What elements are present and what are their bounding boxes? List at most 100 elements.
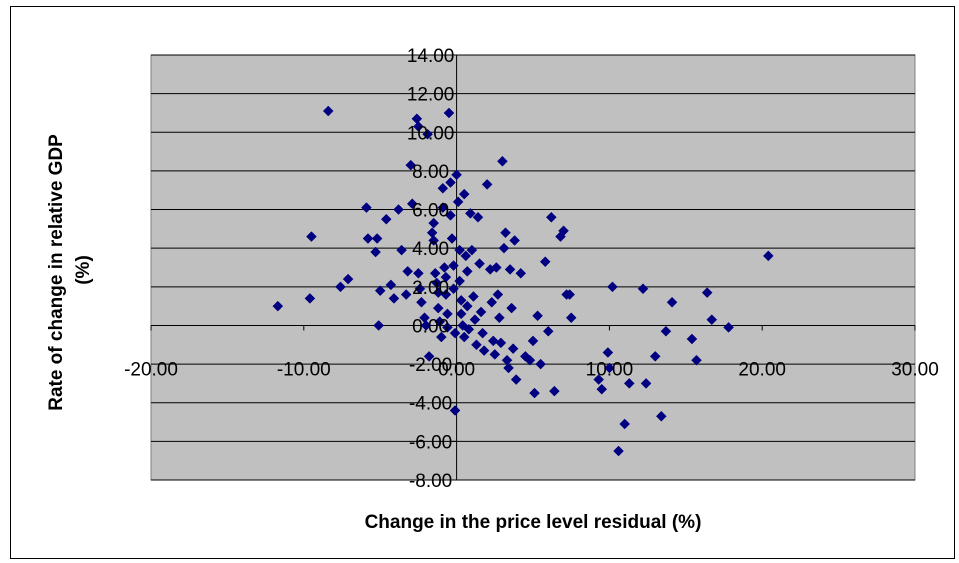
- x-tick-label: 30.00: [891, 359, 939, 380]
- data-point: [486, 296, 498, 308]
- data-point: [532, 310, 543, 322]
- gridlines: [151, 54, 915, 481]
- data-point: [507, 343, 519, 354]
- y-tick-label: -6.00: [409, 432, 452, 453]
- data-point: [492, 289, 504, 300]
- data-point: [420, 320, 432, 331]
- data-point: [272, 300, 284, 312]
- data-point: [495, 337, 507, 349]
- data-point: [388, 293, 400, 304]
- x-axis-title: Change in the price level residual (%): [365, 512, 702, 533]
- data-point: [342, 273, 354, 285]
- data-point: [461, 266, 473, 277]
- data-point: [463, 323, 475, 335]
- y-tick-labels: -8.00 -6.00 -4.00 -2.00 0.00 2.00 4.00 6.00 8.00…: [407, 46, 455, 492]
- data-points: [272, 105, 774, 457]
- data-point: [380, 213, 392, 225]
- data-point: [431, 277, 443, 289]
- data-point: [414, 283, 426, 295]
- data-point: [494, 312, 505, 324]
- data-point: [432, 287, 444, 298]
- data-point: [458, 188, 470, 200]
- data-point: [304, 293, 316, 304]
- data-point: [362, 233, 374, 244]
- data-point: [306, 231, 317, 242]
- data-point: [440, 271, 452, 283]
- data-point: [458, 331, 470, 343]
- data-point: [477, 327, 488, 339]
- data-point: [471, 339, 482, 351]
- data-point: [446, 233, 458, 244]
- y-tick-label: 0.00: [412, 316, 449, 337]
- data-point: [506, 302, 517, 314]
- data-point: [413, 267, 424, 279]
- data-point: [440, 289, 452, 300]
- x-tick-label: 10.00: [586, 359, 634, 380]
- data-point: [500, 227, 511, 239]
- data-point: [406, 198, 418, 210]
- data-point: [454, 275, 466, 287]
- data-point: [604, 362, 615, 374]
- data-point: [640, 378, 652, 389]
- data-point: [593, 374, 605, 385]
- data-point: [466, 244, 478, 256]
- data-point: [613, 445, 624, 457]
- data-point: [449, 405, 461, 416]
- data-point: [660, 325, 672, 337]
- data-point: [535, 358, 546, 370]
- data-point: [452, 196, 464, 208]
- data-point: [529, 387, 540, 399]
- data-point: [607, 281, 618, 293]
- data-point: [432, 302, 444, 314]
- x-tick-label: -10.00: [277, 359, 331, 380]
- data-point: [448, 260, 459, 271]
- data-point: [637, 283, 649, 295]
- data-point: [481, 179, 493, 190]
- y-axis-title-line1: Rate of change in relative GDP: [46, 134, 67, 411]
- data-point: [361, 202, 372, 213]
- y-tick-label: -2.00: [409, 355, 452, 376]
- data-point: [449, 327, 461, 339]
- data-point: [428, 235, 440, 246]
- data-point: [504, 264, 516, 275]
- x-tick-label: 0.00: [438, 359, 475, 380]
- data-point: [448, 283, 459, 295]
- data-point: [437, 182, 449, 194]
- data-point: [497, 155, 508, 167]
- data-point: [474, 258, 485, 269]
- data-point: [400, 289, 412, 300]
- data-point: [442, 308, 453, 320]
- data-point: [686, 333, 698, 345]
- data-point: [469, 314, 481, 326]
- y-tick-label: 4.00: [412, 239, 449, 260]
- data-point: [455, 308, 467, 320]
- data-point: [527, 335, 539, 347]
- plot-area: [150, 54, 916, 481]
- data-point: [478, 345, 490, 356]
- y-tick-label: 8.00: [412, 162, 449, 183]
- y-tick-label: 2.00: [412, 278, 449, 299]
- y-tick-label: 10.00: [407, 123, 455, 144]
- data-point: [655, 410, 667, 422]
- data-point: [402, 266, 414, 277]
- data-point: [515, 267, 527, 279]
- data-point: [503, 362, 514, 374]
- data-point: [371, 233, 383, 244]
- data-point: [509, 235, 521, 246]
- data-point: [489, 349, 501, 360]
- data-point: [723, 322, 734, 333]
- data-point: [596, 383, 608, 395]
- data-point: [423, 351, 435, 362]
- data-point: [619, 418, 631, 430]
- data-point: [335, 281, 346, 293]
- data-point: [322, 105, 334, 117]
- data-point: [524, 354, 536, 366]
- data-point: [487, 335, 499, 347]
- data-point: [385, 279, 397, 291]
- data-point: [428, 217, 440, 229]
- data-point: [437, 202, 449, 213]
- data-point: [454, 244, 466, 256]
- data-point: [413, 121, 424, 132]
- data-point: [510, 374, 522, 385]
